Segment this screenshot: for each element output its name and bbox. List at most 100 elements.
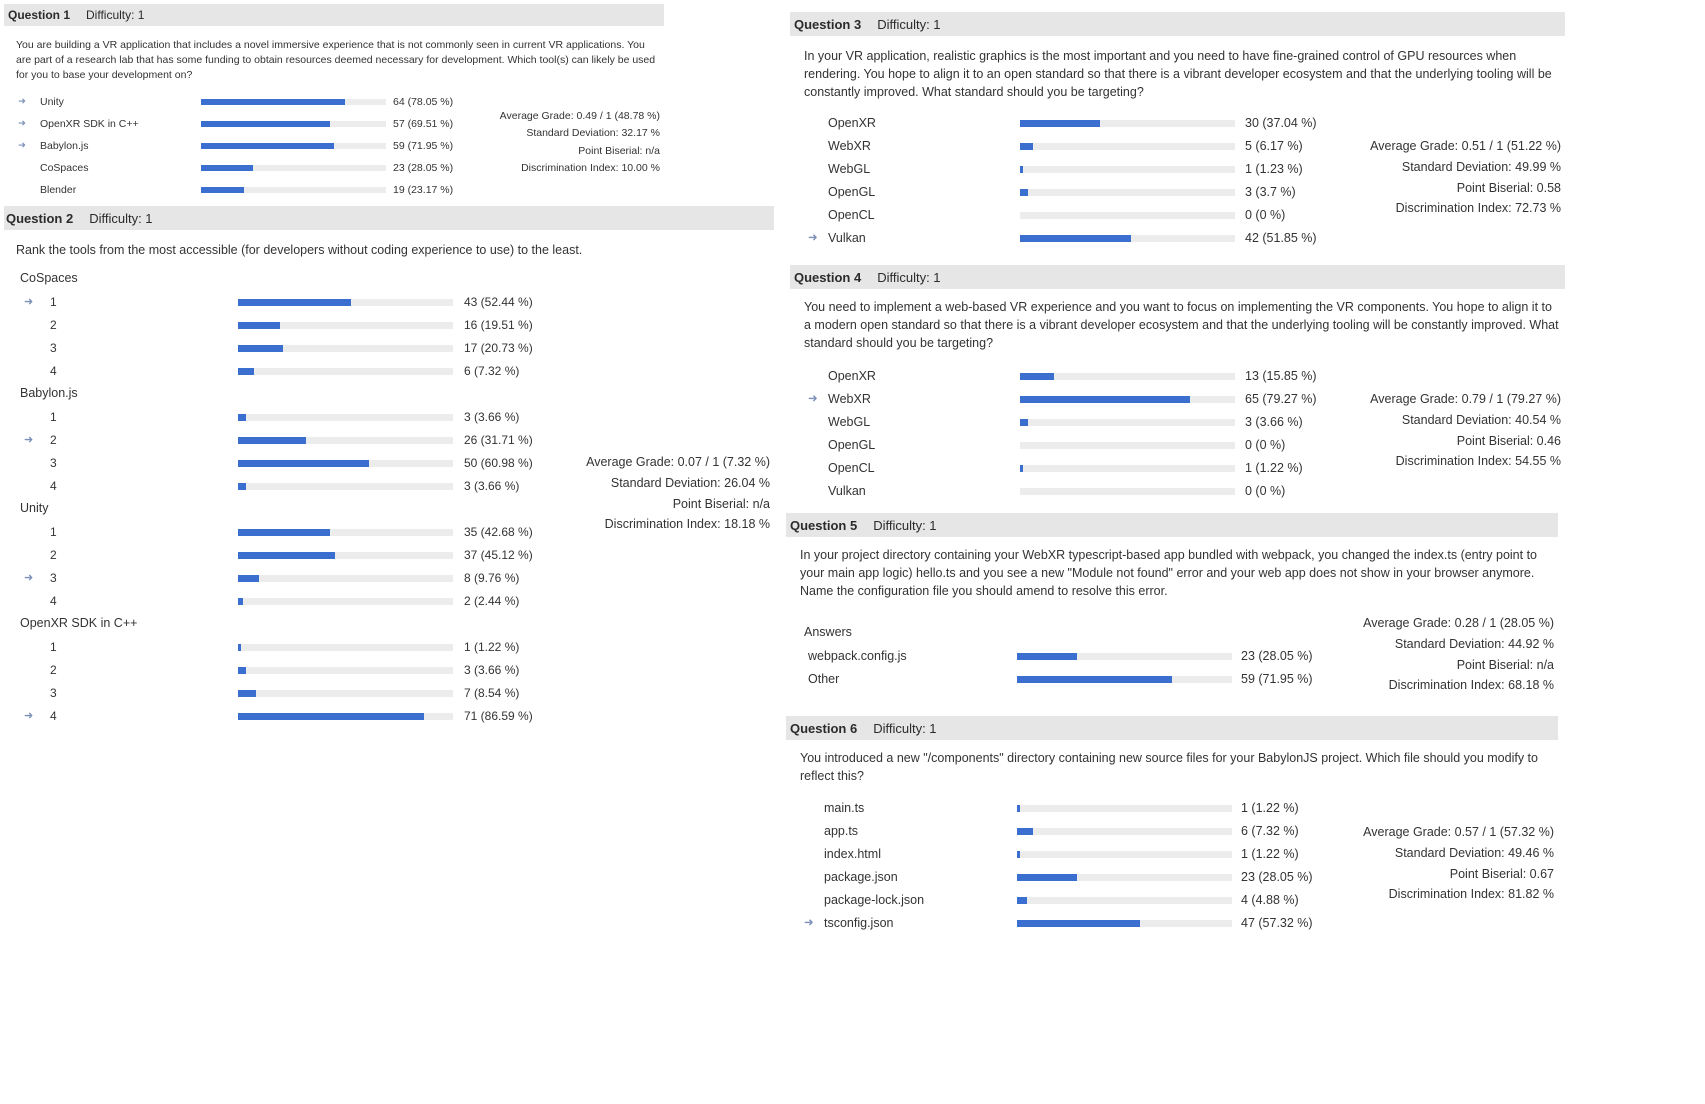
response-bar-track [1017, 675, 1232, 683]
option-label: OpenCL [828, 460, 875, 475]
point-biserial: Point Biserial: 0.46 [1456, 433, 1561, 448]
discrimination-index: Discrimination Index: 10.00 % [521, 162, 660, 175]
response-bar-track [238, 459, 453, 467]
response-count: 2 (2.44 %) [464, 593, 520, 608]
response-bar-track [238, 528, 453, 536]
option-label: OpenXR [828, 368, 876, 383]
option-label: WebGL [828, 414, 871, 429]
option-label: WebXR [828, 391, 871, 406]
standard-deviation: Standard Deviation: 44.92 % [1394, 636, 1554, 651]
response-bar-fill [1017, 675, 1172, 683]
option-label: Vulkan [828, 230, 866, 245]
response-bar-track [238, 712, 453, 720]
option-label: Other [808, 671, 840, 686]
response-count: 0 (0 %) [1245, 437, 1286, 452]
response-count: 19 (23.17 %) [393, 183, 454, 196]
response-bar-track [238, 689, 453, 697]
response-bar-track [238, 344, 453, 352]
statistics-block: Average Grade: 0.49 / 1 (48.78 %) Standar… [500, 108, 660, 178]
response-count: 47 (57.32 %) [1241, 915, 1313, 930]
statistics-block: Average Grade: 0.79 / 1 (79.27 %) Standar… [1370, 389, 1561, 472]
discrimination-index: Discrimination Index: 18.18 % [604, 517, 770, 532]
option-label: 3 [50, 570, 57, 585]
option-label: index.html [824, 846, 881, 861]
option-label: 1 [50, 639, 57, 654]
response-count: 3 (3.66 %) [464, 478, 520, 493]
response-bar-track [1020, 165, 1235, 173]
option-label: 3 [50, 685, 57, 700]
response-count: 0 (0 %) [1245, 207, 1286, 222]
option-label: 3 [50, 340, 57, 355]
response-bar-track [1020, 142, 1235, 150]
option-label: OpenXR SDK in C++ [40, 117, 139, 130]
difficulty-label: Difficulty: 1 [89, 210, 153, 226]
response-bar-track [238, 643, 453, 651]
option-label: package-lock.json [824, 892, 925, 907]
difficulty-label: Difficulty: 1 [873, 720, 937, 736]
response-count: 50 (60.98 %) [464, 455, 533, 470]
option-label: main.ts [824, 800, 865, 815]
response-bar-track [238, 413, 453, 421]
tool-group-label: Babylon.js [20, 386, 78, 400]
response-bar-fill [1020, 372, 1055, 380]
response-count: 42 (51.85 %) [1245, 230, 1317, 245]
option-label: Babylon.js [40, 139, 89, 152]
response-bar-fill [201, 187, 244, 193]
response-count: 1 (1.22 %) [1241, 800, 1299, 815]
answers-label: Answers [804, 625, 852, 639]
question-header: Question 5 Difficulty: 1 [786, 513, 1558, 537]
response-bar-track [201, 99, 386, 105]
response-bar-track [238, 666, 453, 674]
response-bar-fill [1020, 395, 1191, 403]
response-bar-fill [238, 367, 254, 375]
response-bar-fill [238, 482, 246, 490]
response-bar-fill [201, 143, 335, 149]
option-label: Blender [40, 183, 77, 196]
correct-answer-arrow-icon: ➜ [808, 232, 818, 245]
response-count: 59 (71.95 %) [393, 139, 454, 152]
correct-answer-arrow-icon: ➜ [804, 917, 814, 930]
standard-deviation: Standard Deviation: 49.46 % [1394, 845, 1554, 860]
response-count: 1 (1.22 %) [1245, 460, 1303, 475]
option-label: OpenGL [828, 184, 876, 199]
correct-answer-arrow-icon: ➜ [18, 140, 26, 152]
response-bar-track [1020, 395, 1235, 403]
option-label: 4 [50, 593, 57, 608]
response-bar-fill [1017, 896, 1028, 904]
question-header: Question 6 Difficulty: 1 [786, 716, 1558, 740]
option-label: 1 [50, 294, 57, 309]
average-grade: Average Grade: 0.49 / 1 (48.78 %) [499, 110, 660, 122]
response-bar-track [1020, 211, 1235, 219]
response-bar-track [238, 321, 453, 329]
question-text: Rank the tools from the most accessible … [16, 243, 583, 257]
response-count: 6 (7.32 %) [1241, 823, 1299, 838]
correct-answer-arrow-icon: ➜ [24, 296, 34, 309]
response-bar-fill [238, 344, 283, 352]
response-count: 57 (69.51 %) [393, 117, 454, 130]
tool-group-label: OpenXR SDK in C++ [20, 616, 138, 630]
response-bar-track [238, 482, 453, 490]
response-bar-track [1020, 188, 1235, 196]
response-count: 17 (20.73 %) [464, 340, 533, 355]
response-bar-fill [238, 712, 425, 720]
option-label: 1 [50, 524, 57, 539]
question-header: Question 2 Difficulty: 1 [4, 206, 774, 230]
response-bar-fill [1020, 464, 1023, 472]
correct-answer-arrow-icon: ➜ [24, 710, 34, 723]
response-bar-fill [238, 597, 244, 605]
option-label: tsconfig.json [824, 915, 894, 930]
response-bar-track [1017, 652, 1232, 660]
point-biserial: Point Biserial: 0.58 [1456, 180, 1561, 195]
response-count: 23 (28.05 %) [1241, 869, 1313, 884]
response-bar-fill [238, 413, 246, 421]
response-count: 26 (31.71 %) [464, 432, 533, 447]
option-label: package.json [824, 869, 898, 884]
response-bar-fill [201, 99, 346, 105]
response-count: 30 (37.04 %) [1245, 115, 1317, 130]
question-title: Question 2 [6, 210, 74, 226]
response-count: 4 (4.88 %) [1241, 892, 1299, 907]
option-label: app.ts [824, 823, 859, 838]
response-bar-track [1017, 850, 1232, 858]
question-text: You are building a VR application that i… [16, 39, 656, 81]
point-biserial: Point Biserial: 0.67 [1449, 866, 1554, 881]
